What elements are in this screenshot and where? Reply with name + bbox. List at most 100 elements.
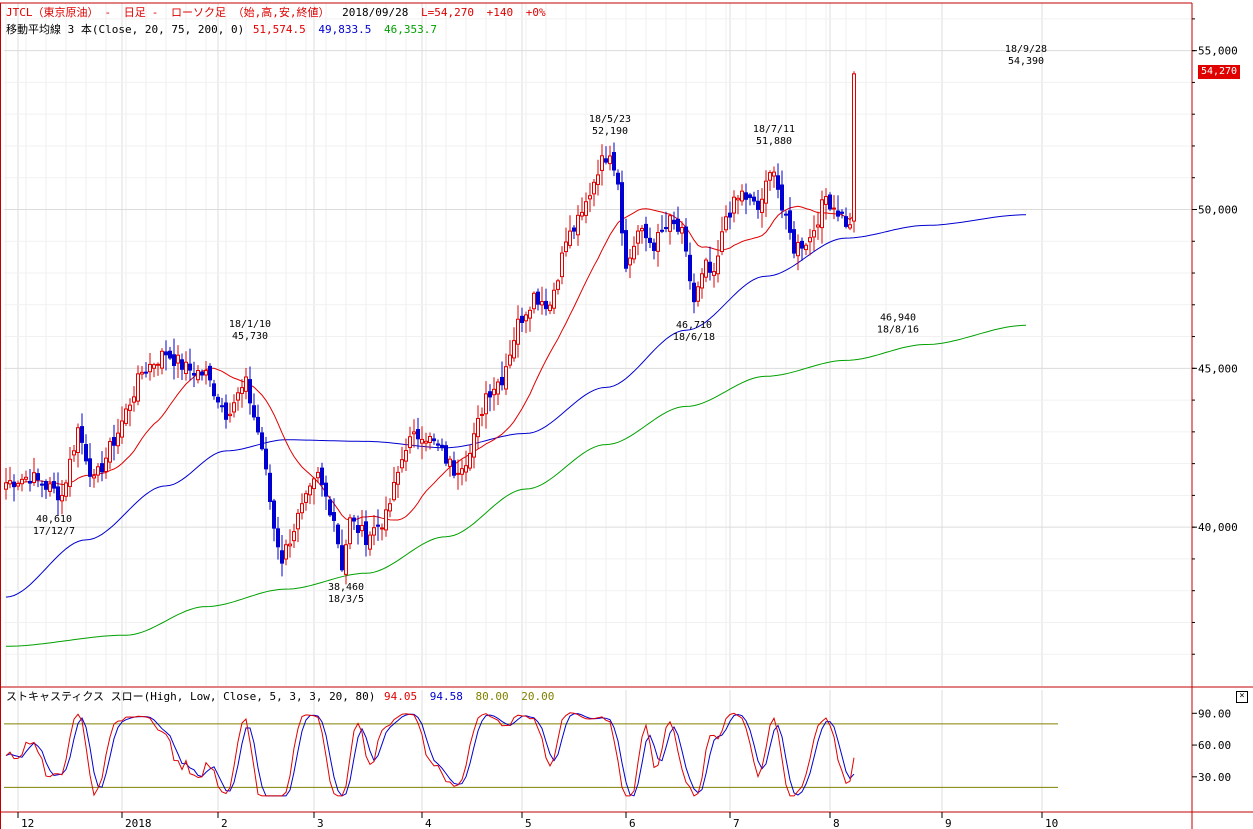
candle-body <box>84 444 88 462</box>
ma-legend: 移動平均線 3 本(Close, 20, 75, 200, 0) 51,574.… <box>6 23 443 36</box>
candle <box>592 179 596 207</box>
candle-body <box>508 354 512 366</box>
candle-body <box>444 445 448 464</box>
candle <box>688 242 692 290</box>
candle <box>208 363 212 387</box>
candle <box>504 353 508 395</box>
candle-body <box>424 440 428 444</box>
candle <box>472 422 476 469</box>
candle <box>552 282 556 314</box>
candle <box>720 216 724 256</box>
chart-style: ローソク足 （始,高,安,終値） <box>171 6 330 19</box>
candle <box>176 345 180 379</box>
candle <box>436 439 440 452</box>
candle-body <box>784 213 788 216</box>
candle-body <box>176 354 180 364</box>
candle-body <box>448 458 452 467</box>
candle-body <box>712 271 716 276</box>
ma20-value: 51,574.5 <box>252 23 306 36</box>
candle-body <box>512 340 516 359</box>
candle-body <box>132 396 136 403</box>
candle-body <box>172 354 176 366</box>
candle-body <box>692 282 696 303</box>
candle-body <box>52 481 56 489</box>
candle <box>52 472 56 494</box>
ma75-path <box>5 214 1026 598</box>
candle-body <box>600 155 604 171</box>
candle <box>228 402 232 423</box>
candle <box>728 201 732 230</box>
candle <box>108 437 112 470</box>
candle <box>696 281 700 307</box>
annotation-value: 54,390 <box>1008 56 1044 67</box>
candle-body <box>480 413 484 416</box>
candle <box>444 441 448 467</box>
candle <box>88 443 92 487</box>
candle-body <box>484 393 488 415</box>
candle-body <box>700 273 704 289</box>
candle <box>788 197 792 240</box>
candle-body <box>208 365 212 381</box>
candle-body <box>392 481 396 501</box>
candle-body <box>800 240 804 249</box>
candle-body <box>740 190 744 202</box>
close-panel-icon[interactable]: × <box>1236 691 1248 703</box>
candle-body <box>228 413 232 417</box>
candle <box>16 480 20 491</box>
candle-body <box>324 482 328 497</box>
candle-body <box>548 304 552 312</box>
candle <box>308 482 312 505</box>
candle <box>428 432 432 450</box>
candle <box>740 184 744 206</box>
y-tick-label: 45,000 <box>1198 362 1238 375</box>
candle-body <box>668 215 672 232</box>
candle <box>496 378 500 406</box>
stoch-tick-label: 30.00 <box>1198 771 1231 784</box>
candle-body <box>376 524 380 527</box>
candle <box>852 71 856 233</box>
candle <box>636 225 640 256</box>
candle-body <box>428 436 432 443</box>
candle-body <box>196 370 200 381</box>
candle <box>168 346 172 360</box>
candle <box>116 418 120 454</box>
annotation-date: 18/9/28 <box>1005 44 1047 55</box>
candle-body <box>108 441 112 463</box>
candle-body <box>828 194 832 210</box>
candle-body <box>716 255 720 275</box>
header-date: 2018/09/28 <box>342 6 409 19</box>
candle <box>612 142 616 177</box>
candle-body <box>732 196 736 214</box>
candle <box>36 468 40 488</box>
ma20-line <box>5 205 855 521</box>
candle <box>628 248 632 279</box>
candle-body <box>368 534 372 550</box>
candle-body <box>344 544 348 575</box>
candle-body <box>676 218 680 232</box>
candle-body <box>116 432 120 447</box>
candle-body <box>112 437 116 446</box>
candle <box>236 387 240 411</box>
candle-body <box>724 216 728 231</box>
candle <box>516 305 520 358</box>
candle-body <box>572 227 576 232</box>
candle <box>416 417 420 450</box>
candle-body <box>744 192 748 200</box>
candle-body <box>12 481 16 488</box>
candle <box>544 288 548 316</box>
candle <box>172 338 176 380</box>
candle-body <box>728 212 732 218</box>
candle <box>272 498 276 542</box>
candle <box>196 365 200 384</box>
candle-body <box>844 216 848 227</box>
candle <box>312 476 316 505</box>
candle <box>392 467 396 502</box>
ma20-path <box>5 205 855 521</box>
candle <box>772 166 776 188</box>
candle-body <box>260 432 264 450</box>
candle <box>564 227 568 257</box>
candle-body <box>516 318 520 345</box>
candle-body <box>380 527 384 530</box>
